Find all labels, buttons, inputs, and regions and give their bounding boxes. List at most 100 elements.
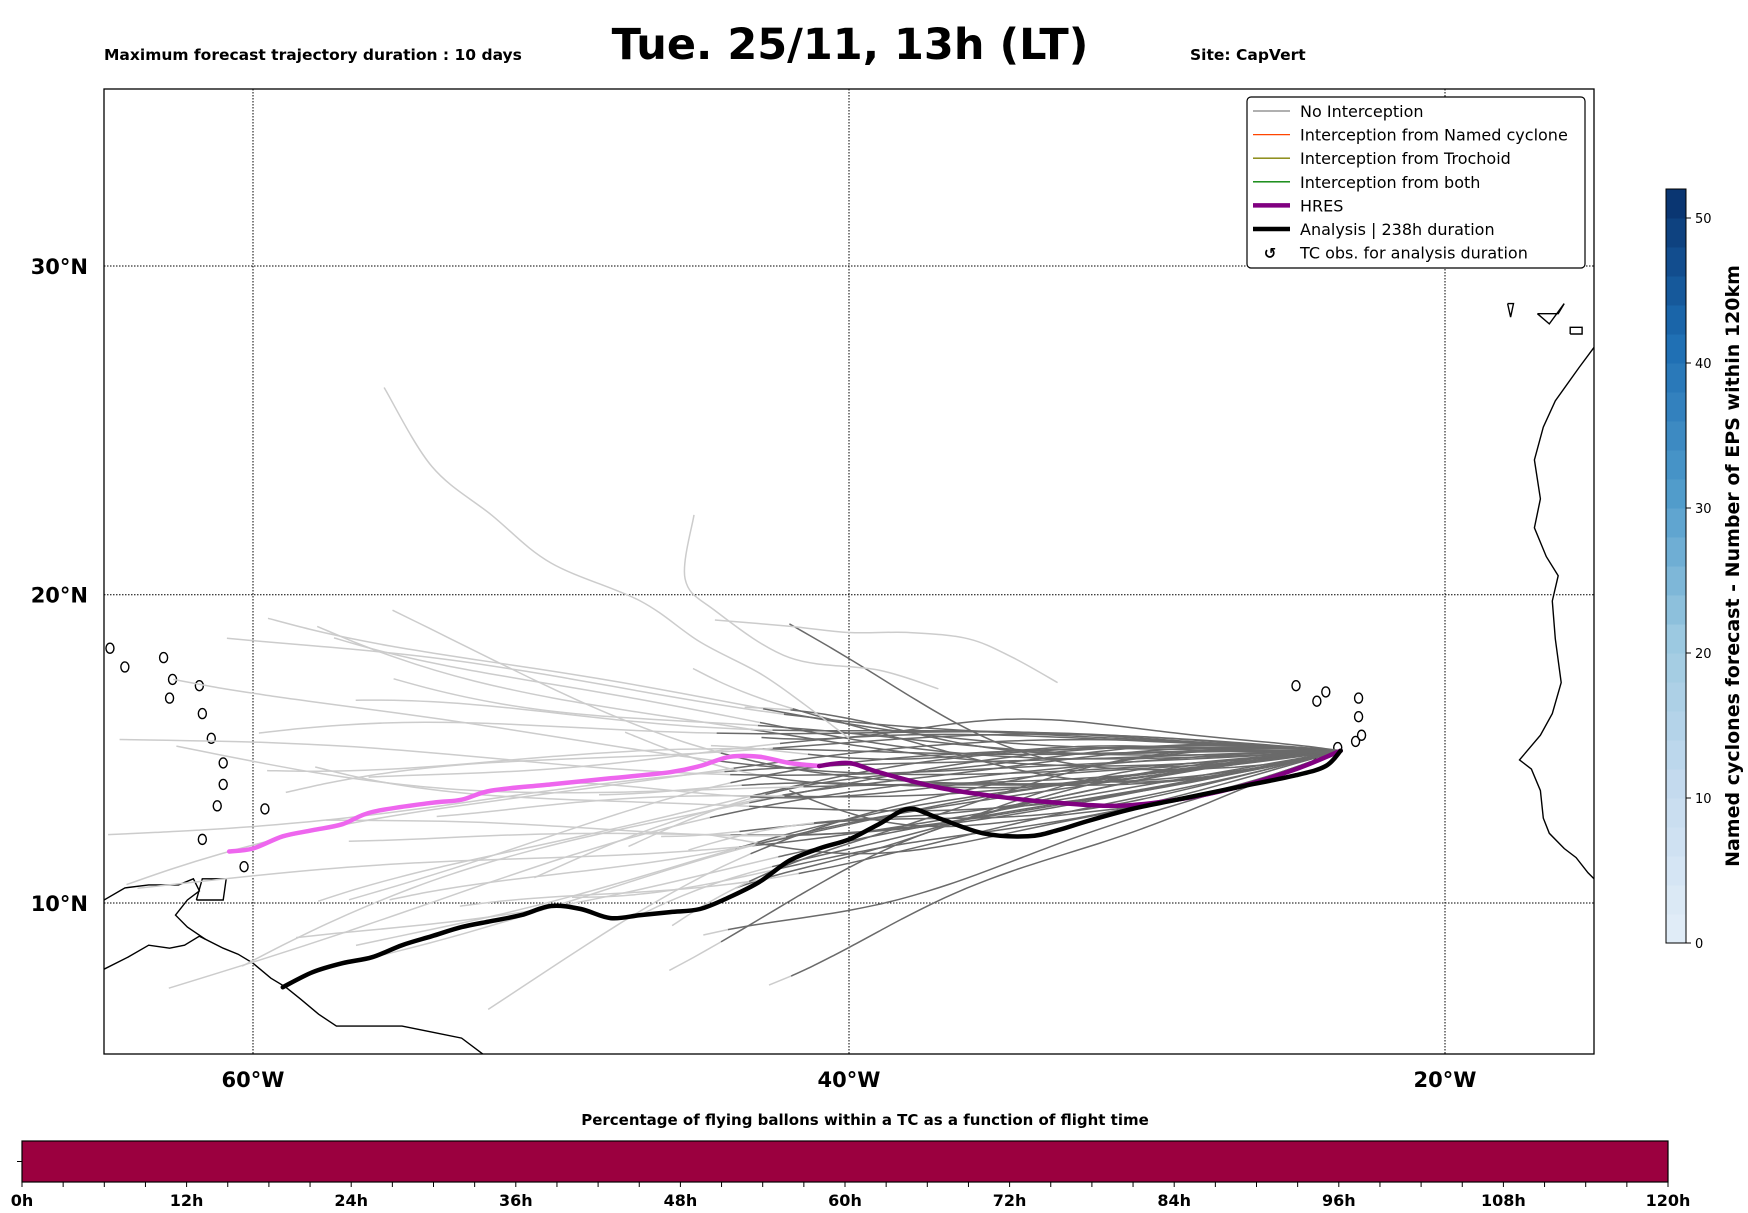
ensemble-trajectory-older [389,843,756,901]
colorbar-segment [1666,363,1686,393]
flight-time-bar: Percentage of flying ballons within a TC… [11,1111,1691,1210]
coastline-segment [104,877,206,940]
legend-label: No Interception [1300,102,1424,121]
colorbar-tick-label: 40 [1695,357,1712,372]
legend-box [1246,96,1586,269]
ensemble-trajectory-older [348,832,731,842]
legend-item: Interception from Named cyclone [1253,126,1568,145]
colorbar-segment [1666,566,1686,596]
legend-item: Interception from Trochoid [1253,149,1511,168]
time-tick-label: 60h [828,1191,862,1210]
coastline-segment [1569,326,1583,335]
legend-label: Interception from both [1300,173,1480,192]
ensemble-trajectory-older [487,853,751,1011]
colorbar-segment [1666,914,1686,944]
ensemble-trajectory-recent [807,745,1341,760]
time-tick-label: 48h [664,1191,698,1210]
ensemble-trajectory-older [459,872,799,907]
ensemble-trajectory-older [173,678,713,761]
legend-label: TC obs. for analysis duration [1299,244,1528,263]
ensemble-trajectory-older [393,678,758,727]
ensemble-trajectory-older [317,795,751,902]
trajectory-map: 60°W 40°W 20°W 30°N 20°N 10°N [31,88,1630,1092]
ensemble-trajectory-recent [735,749,1341,889]
ensemble-trajectory-older [392,609,721,754]
island-outline [120,661,130,673]
ensemble-trajectory-older [671,880,750,927]
island-outline [212,800,222,812]
ensemble-trajectory-older [137,846,740,889]
main-trajectories [226,748,1343,990]
time-tick-label: 72h [993,1191,1027,1210]
colorbar-segment [1666,479,1686,509]
time-tick-label: 0h [11,1191,34,1210]
ensemble-trajectory-older [267,617,764,710]
ensemble-trajectory-recent [759,721,1341,760]
ensemble-trajectory-older [383,387,850,739]
ensemble-trajectory-recent [712,749,1341,776]
ensemble-trajectory-older [703,928,728,936]
ensemble-trajectory-recent [755,749,1341,846]
legend-item: Analysis | 238h duration [1253,220,1495,239]
colorbar-segment [1666,508,1686,538]
ensemble-trajectory-recent [750,749,1341,799]
island-outline [105,642,115,654]
colorbar-segment [1666,537,1686,567]
ensemble-trajectory-older [355,699,773,731]
coastline-segment [1615,310,1630,324]
ensemble-trajectory-older [258,721,717,734]
ensemble-trajectory-older [126,767,734,886]
site-text: Site: CapVert [1190,46,1306,64]
island-outline [197,833,208,846]
colorbar-segment [1666,392,1686,422]
colorbar-title: Named cyclones forecast - Number of EPS … [1722,265,1744,867]
legend-label: Interception from Named cyclone [1300,126,1568,145]
ensemble-trajectory-recent [733,738,1341,770]
legend-item: HRES [1253,196,1343,215]
ensemble-trajectory-recent [730,749,1341,776]
island-outline [218,757,228,769]
lon-tick-label: 60°W [222,1068,285,1092]
colorbar-tick-label: 20 [1695,647,1712,662]
ensemble-trajectory-older [683,514,939,690]
lat-tick-label: 20°N [31,584,88,608]
ensemble-trajectory-older [241,802,750,967]
colorbar-segment [1666,247,1686,277]
flight-time-bar-title: Percentage of flying ballons within a TC… [581,1111,1149,1129]
ensemble-trajectory-recent [757,724,1341,756]
time-tick-label: 120h [1646,1191,1691,1210]
colorbar-frame [1665,188,1687,944]
ensemble-trajectory-older [692,667,793,710]
ensemble-trajectory-recent [761,718,1341,752]
ensemble-trajectory-older [744,706,791,711]
colorbar-segment [1666,769,1686,799]
island-outline [1321,686,1331,698]
legend-label: Interception from Trochoid [1300,149,1511,168]
colorbar-segment [1666,450,1686,480]
colorbar-segment [1666,798,1686,828]
coastlines [104,302,1630,1054]
ensemble-trajectory-older [119,738,731,776]
ensemble-trajectory-recent [798,749,1341,875]
coastline-segment [104,935,484,1054]
ensemble-trajectory-older [624,731,763,777]
flight-time-heat-bar [21,1140,1669,1183]
ensemble-trajectory-older [348,782,731,901]
ensemble-trajectory-older [533,794,783,879]
island-outline [1291,679,1301,692]
colorbar-tick-label: 30 [1695,502,1712,517]
ensemble-trajectory-older [267,747,763,773]
lat-tick-label: 30°N [31,255,88,279]
island-outline [1312,695,1322,707]
lon-tick-label: 40°W [818,1068,881,1092]
colorbar-segment [1666,218,1686,248]
colorbar-segment [1666,653,1686,683]
ensemble-trajectory-older [572,781,751,798]
island-outline [197,707,208,720]
time-tick-label: 24h [334,1191,368,1210]
colorbar-segment [1666,711,1686,741]
ensemble-trajectory-older [316,625,751,730]
island-outline [1353,711,1364,723]
colorbar-tick-label: 10 [1695,792,1712,807]
